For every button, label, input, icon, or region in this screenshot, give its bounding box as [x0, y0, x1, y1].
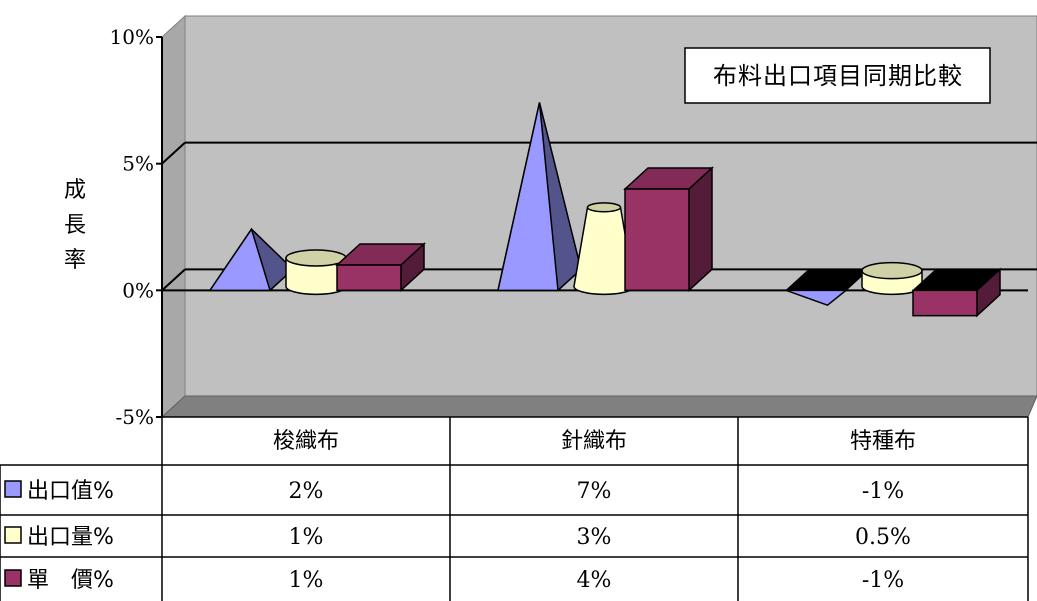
y-axis-label-char: 率	[64, 248, 86, 273]
bar-box	[335, 242, 426, 293]
category-label: 針織布	[561, 429, 627, 454]
plot-side-wall	[161, 14, 186, 419]
legend-label: 單 價%	[27, 568, 114, 593]
y-tick-label: 0%	[122, 278, 154, 302]
data-label: 7%	[577, 479, 612, 504]
data-label: -1%	[862, 479, 904, 504]
y-axis-label: 成長率	[64, 178, 86, 273]
chart-title: 布料出口項目同期比較	[713, 62, 963, 90]
gridline-diag	[161, 268, 186, 292]
legend-label: 出口值%	[27, 479, 114, 504]
bar-pyramid	[784, 268, 871, 307]
legend-swatch	[4, 526, 22, 544]
y-tick-label: 5%	[122, 152, 154, 176]
data-label: 1%	[289, 525, 324, 550]
data-label: 0.5%	[855, 525, 911, 550]
bar-pyramid	[497, 102, 582, 292]
bar-series-group	[208, 102, 1002, 318]
y-tick-label: 10%	[110, 25, 154, 49]
legend-swatch	[4, 480, 22, 498]
legend-label: 出口量%	[27, 525, 114, 550]
y-axis-label-char: 長	[64, 213, 86, 238]
data-label: 3%	[577, 525, 612, 550]
data-label: 4%	[577, 568, 612, 593]
y-axis-ticks: 10% 5% 0% -5%	[110, 25, 162, 429]
bar-box	[911, 267, 1002, 318]
bar-cone	[861, 261, 923, 296]
bar-box	[623, 166, 714, 293]
bar-cone	[573, 202, 635, 296]
y-axis-label-char: 成	[64, 178, 86, 203]
legend-swatch	[4, 569, 22, 587]
category-label: 梭織布	[273, 429, 339, 454]
chart-title-box: 布料出口項目同期比較	[684, 47, 991, 104]
data-label: 2%	[289, 479, 324, 504]
plot-floor	[160, 395, 1037, 418]
y-tick-label: -5%	[116, 405, 155, 429]
gridline-diag	[161, 141, 186, 165]
category-label: 特種布	[850, 429, 916, 454]
data-label: 1%	[289, 568, 324, 593]
data-label: -1%	[862, 568, 904, 593]
